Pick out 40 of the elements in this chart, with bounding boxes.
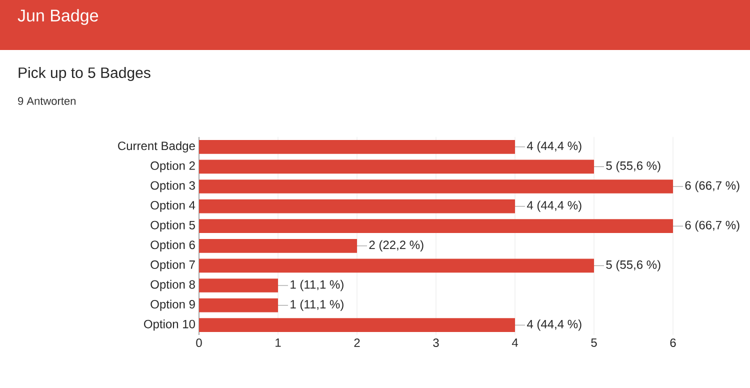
x-tick-label: 2 [354, 338, 360, 347]
chart-title: Pick up to 5 Badges [18, 67, 150, 81]
data-label: 6 (66,7 %) [685, 180, 740, 192]
data-label: 6 (66,7 %) [685, 220, 740, 232]
y-tick-label: Current Badge [118, 141, 195, 152]
x-tick-label: 3 [433, 338, 439, 348]
y-tick-label: Option 6 [150, 240, 195, 252]
bar [199, 278, 278, 292]
x-tick-label: 6 [670, 338, 676, 348]
data-label: 4 (44,4 %) [526, 200, 582, 212]
text: 9 Antworten [18, 97, 76, 105]
y-tick-label: Option 9 [150, 300, 195, 311]
data-label: 4 (44,4 %) [526, 320, 582, 331]
y-tick-label: Option 8 [150, 280, 195, 292]
text: Jun Badge [18, 9, 98, 25]
data-label: 1 (11,1 %) [290, 300, 344, 311]
data-label: 5 (55,6 %) [606, 260, 660, 272]
bar [199, 219, 674, 234]
x-tick-label: 1 [276, 338, 281, 347]
x-tick-label: 4 [512, 338, 518, 347]
y-tick-label: Option 3 [150, 180, 195, 192]
bar [199, 238, 358, 253]
y-tick-label: Option 5 [150, 220, 195, 232]
data-label: 4 (44,4 %) [526, 141, 582, 152]
x-tick-label: 5 [591, 338, 597, 347]
bar [199, 199, 516, 214]
y-tick-label: Option 2 [150, 161, 195, 172]
y-tick-label: Option 7 [150, 260, 195, 272]
bar [199, 160, 594, 174]
bar [199, 258, 594, 273]
y-tick-label: Option 10 [144, 320, 195, 331]
bar [199, 318, 516, 332]
data-label: 1 (11,1 %) [290, 280, 344, 292]
y-tick-label: Option 4 [150, 200, 196, 212]
bar [199, 298, 278, 312]
x-tick-label: 0 [196, 338, 202, 348]
bar [199, 140, 516, 154]
data-label: 5 (55,6 %) [606, 161, 660, 172]
data-label: 2 (22,2 %) [369, 240, 424, 252]
bar [199, 180, 674, 194]
